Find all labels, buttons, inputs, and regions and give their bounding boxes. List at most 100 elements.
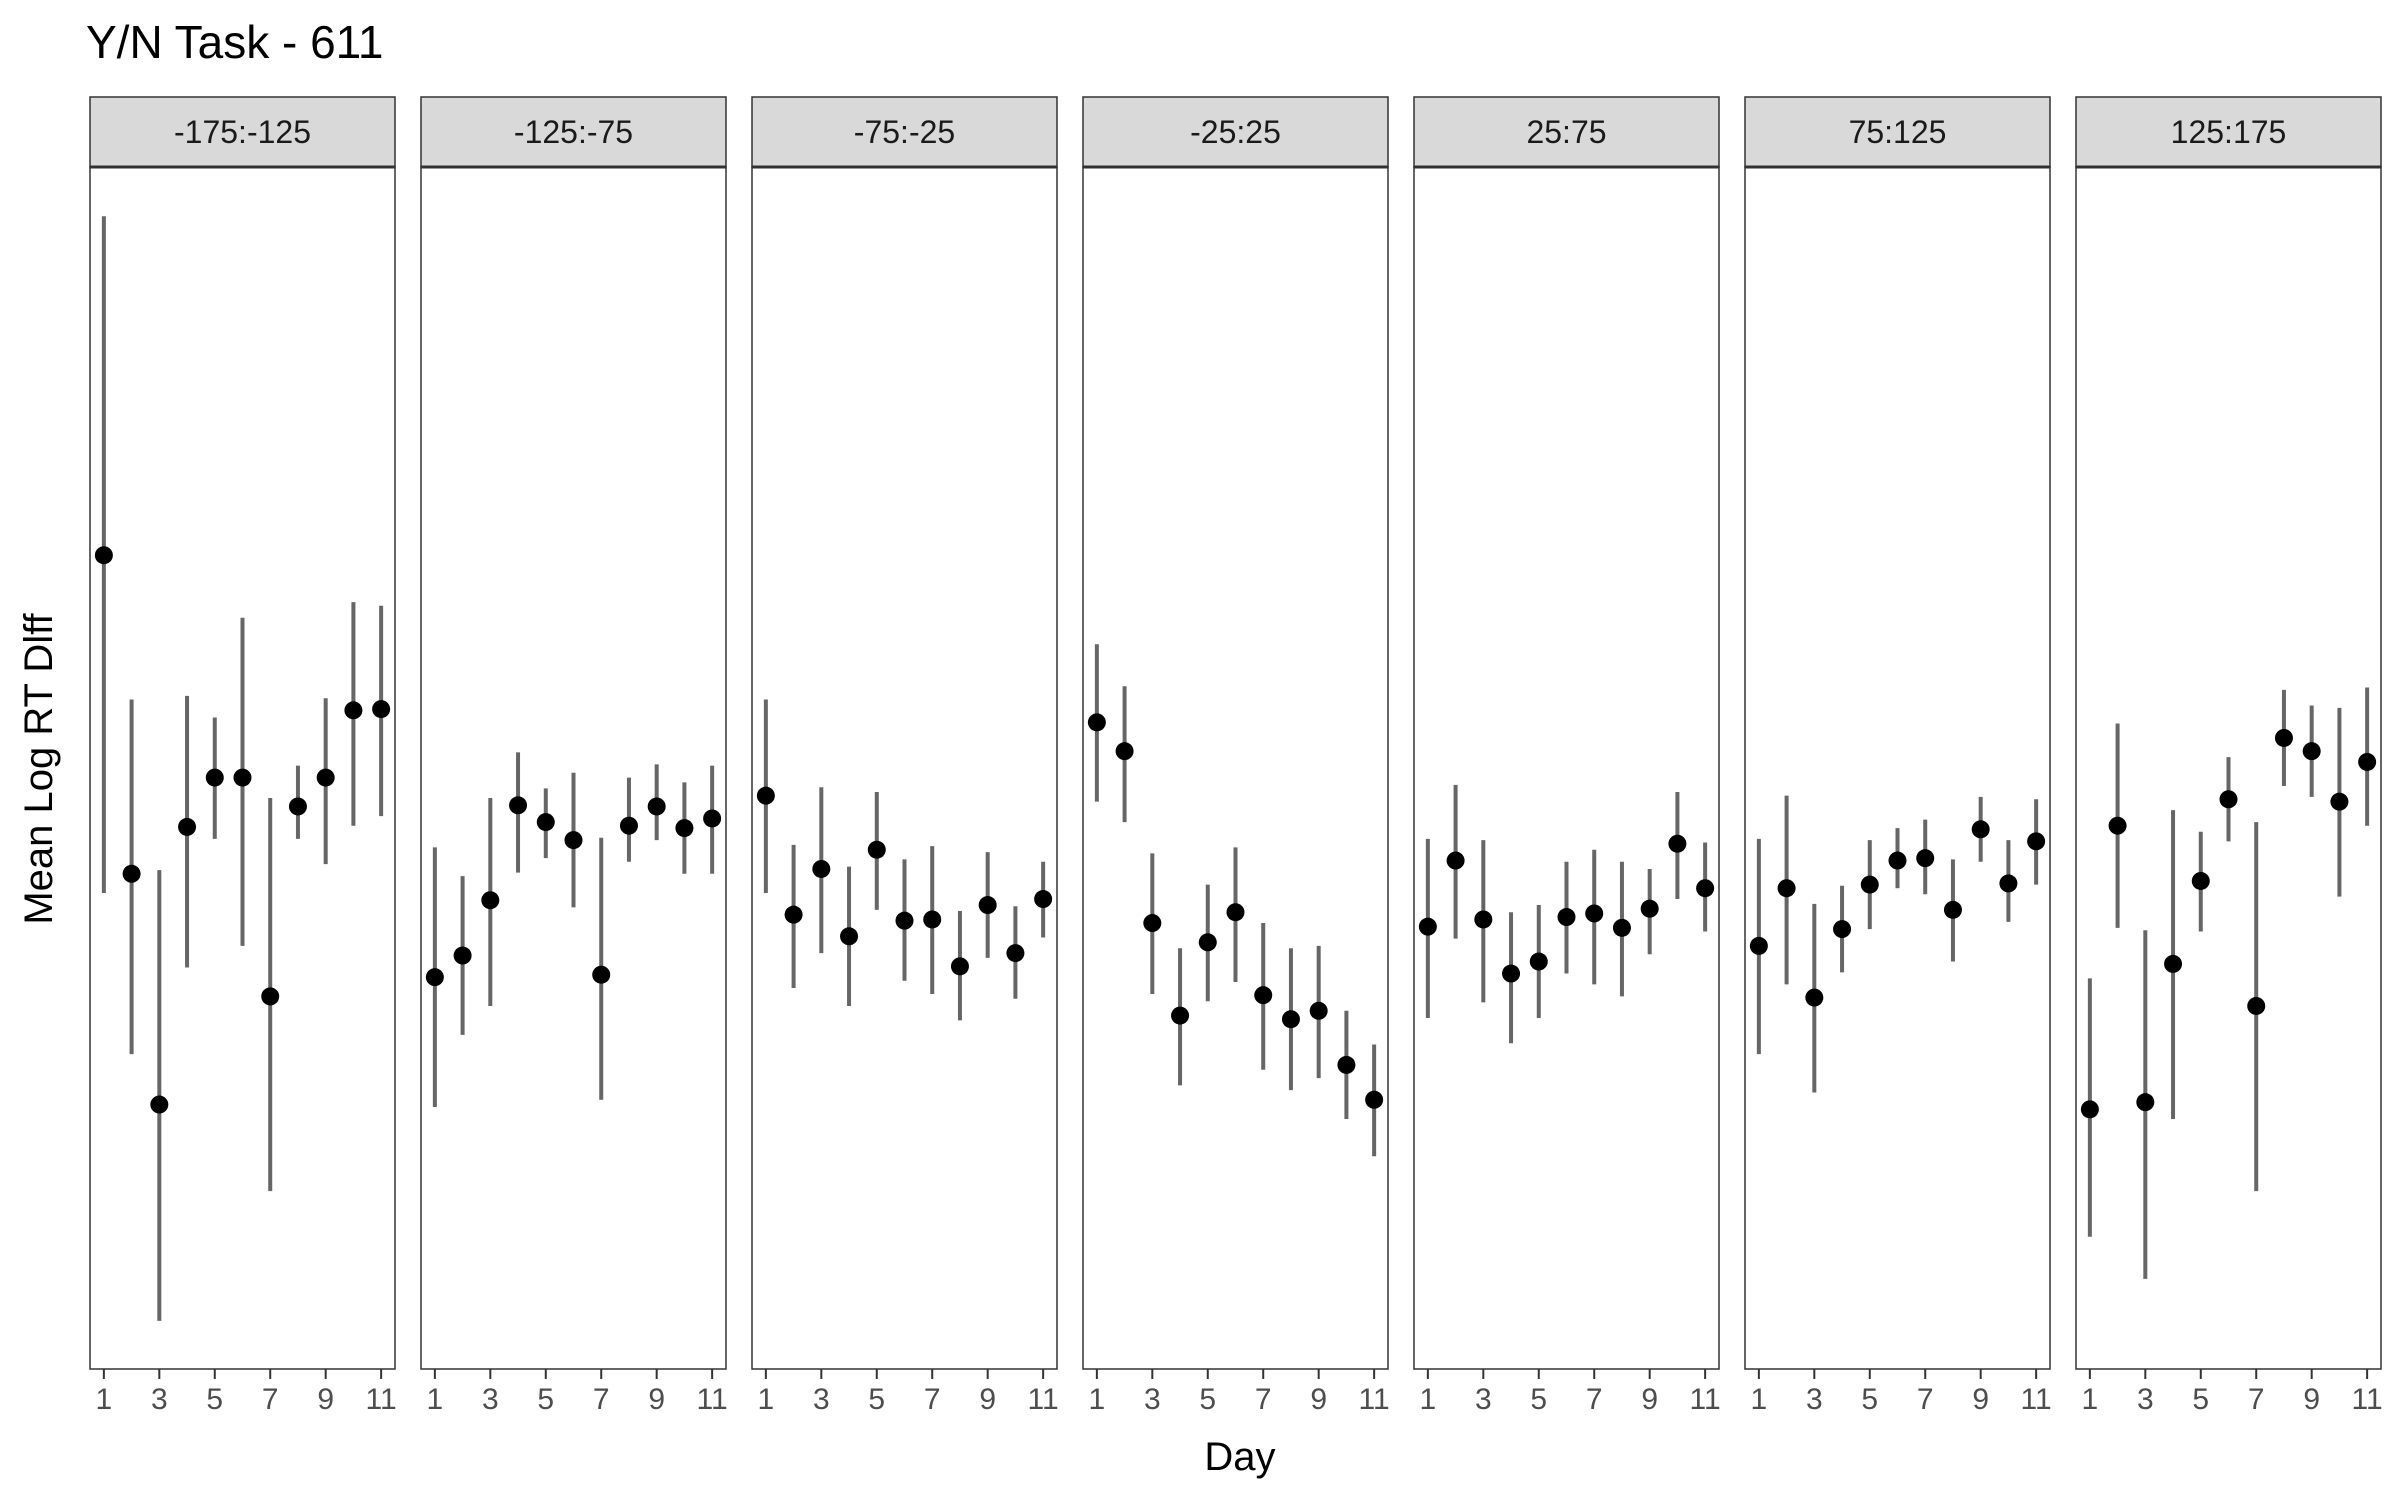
data-point xyxy=(867,840,886,859)
data-point xyxy=(1833,920,1852,939)
data-point xyxy=(1171,1006,1190,1025)
x-tick-label: 11 xyxy=(1359,1383,1390,1416)
data-point xyxy=(2027,832,2046,851)
data-point xyxy=(647,797,666,816)
x-tick-label: 1 xyxy=(1751,1383,1768,1416)
data-point xyxy=(288,797,307,816)
data-point xyxy=(1365,1090,1384,1109)
data-point xyxy=(481,891,500,910)
panel-border xyxy=(1082,166,1389,1370)
x-tick-label: 7 xyxy=(1586,1383,1603,1416)
x-tick-label: 9 xyxy=(1310,1383,1327,1416)
x-tick-label: 3 xyxy=(1144,1383,1161,1416)
data-point xyxy=(1943,900,1962,919)
x-tick-label: 7 xyxy=(1917,1383,1934,1416)
data-point xyxy=(1474,910,1493,929)
strip-label: -125:-75 xyxy=(514,114,633,150)
data-point xyxy=(784,905,803,924)
x-tick-label: 1 xyxy=(427,1383,444,1416)
data-point xyxy=(1254,986,1273,1005)
data-point xyxy=(703,809,722,828)
data-point xyxy=(2358,752,2377,771)
data-point xyxy=(2191,871,2210,890)
panel-border xyxy=(1744,166,2051,1370)
strip-label: 25:75 xyxy=(1526,114,1606,150)
data-point xyxy=(1585,904,1604,923)
x-tick-label: 7 xyxy=(924,1383,941,1416)
x-tick-label: 3 xyxy=(1806,1383,1823,1416)
data-point xyxy=(1446,851,1465,870)
data-point xyxy=(1198,933,1217,952)
x-tick-label: 5 xyxy=(537,1383,554,1416)
data-point xyxy=(1087,713,1106,732)
x-tick-label: 11 xyxy=(697,1383,728,1416)
data-point xyxy=(233,768,252,787)
strip-label: -25:25 xyxy=(1190,114,1281,150)
data-point xyxy=(261,987,280,1006)
x-tick-label: 7 xyxy=(262,1383,279,1416)
x-tick-label: 3 xyxy=(1475,1383,1492,1416)
data-point xyxy=(1749,936,1768,955)
x-tick-label: 5 xyxy=(868,1383,885,1416)
strip-background xyxy=(2075,96,2382,168)
data-point xyxy=(895,911,914,930)
chart-title: Y/N Task - 611 xyxy=(86,16,383,68)
x-tick-label: 9 xyxy=(648,1383,665,1416)
x-tick-label: 1 xyxy=(1420,1383,1437,1416)
data-point xyxy=(2247,996,2266,1015)
facet-panel: -75:-25 1 3 5 7 9 11 xyxy=(751,96,1059,1416)
data-point xyxy=(1999,874,2018,893)
data-point xyxy=(1696,879,1715,898)
data-point xyxy=(178,817,197,836)
data-point xyxy=(1281,1010,1300,1029)
strip-label: 75:125 xyxy=(1849,114,1947,150)
x-tick-label: 11 xyxy=(2021,1383,2052,1416)
data-point xyxy=(1337,1055,1356,1074)
panel-border xyxy=(420,166,727,1370)
x-tick-label: 5 xyxy=(1861,1383,1878,1416)
data-point xyxy=(1971,820,1990,839)
x-tick-label: 1 xyxy=(1089,1383,1106,1416)
x-tick-label: 3 xyxy=(151,1383,168,1416)
data-point xyxy=(1888,851,1907,870)
x-tick-label: 5 xyxy=(206,1383,223,1416)
x-tick-label: 3 xyxy=(482,1383,499,1416)
data-point xyxy=(950,957,969,976)
x-tick-label: 9 xyxy=(317,1383,334,1416)
strip-background xyxy=(89,96,396,168)
data-point xyxy=(978,896,997,915)
x-tick-label: 1 xyxy=(96,1383,113,1416)
data-point xyxy=(1115,742,1134,761)
x-tick-label: 11 xyxy=(366,1383,397,1416)
panel-border xyxy=(89,166,396,1370)
data-point xyxy=(94,546,113,565)
data-point xyxy=(122,864,141,883)
data-point xyxy=(1860,875,1879,894)
x-tick-label: 11 xyxy=(1028,1383,1059,1416)
facet-panel: -125:-75 1 3 5 7 9 11 xyxy=(420,96,728,1416)
x-tick-label: 3 xyxy=(2137,1383,2154,1416)
data-point xyxy=(2108,816,2127,835)
data-point xyxy=(1640,899,1659,918)
x-axis-title: Day xyxy=(1204,1435,1275,1479)
panel-border xyxy=(751,166,1058,1370)
strip-label: -175:-125 xyxy=(174,114,311,150)
y-axis-title: Mean Log RT Dlff xyxy=(17,612,61,924)
data-point xyxy=(756,786,775,805)
data-point xyxy=(1143,914,1162,933)
panel-border xyxy=(1413,166,1720,1370)
data-point xyxy=(536,813,555,832)
x-tick-label: 9 xyxy=(1641,1383,1658,1416)
data-point xyxy=(1916,849,1935,868)
data-point xyxy=(425,968,444,987)
facet-panel: 25:75 1 3 5 7 9 11 xyxy=(1413,96,1721,1416)
x-tick-label: 3 xyxy=(813,1383,830,1416)
data-point xyxy=(344,701,363,720)
data-point xyxy=(1502,964,1521,983)
data-point xyxy=(592,965,611,984)
data-point xyxy=(1529,952,1548,971)
data-point xyxy=(675,819,694,838)
x-tick-label: 9 xyxy=(1972,1383,1989,1416)
data-point xyxy=(2330,792,2349,811)
